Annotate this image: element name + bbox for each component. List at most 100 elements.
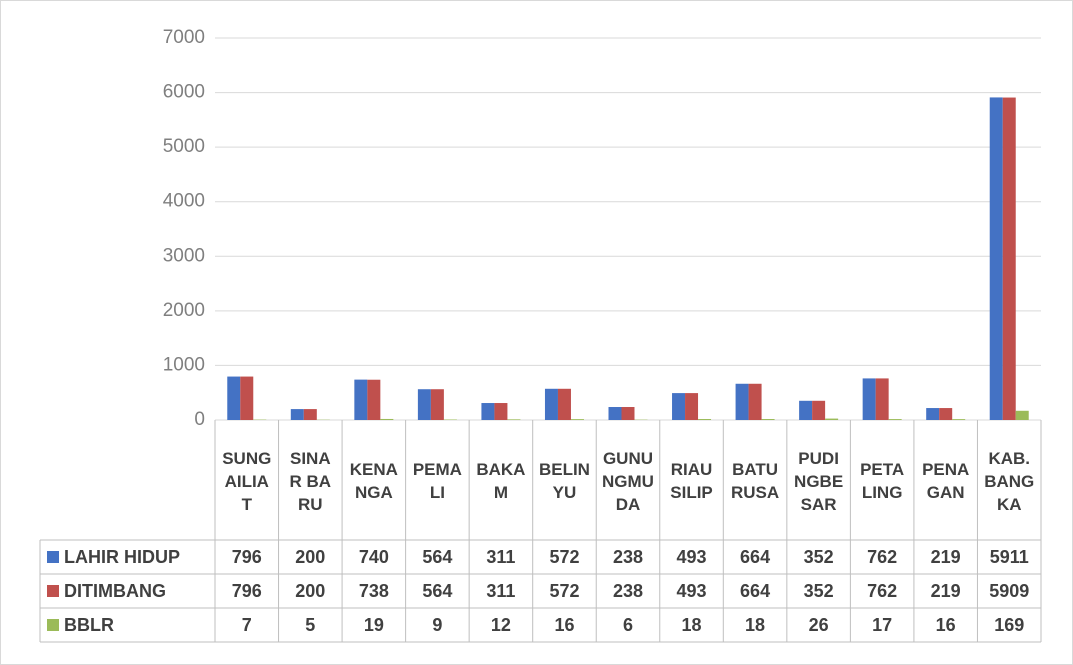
x-tick-label: PENAGAN: [920, 458, 972, 504]
table-value: 740: [359, 547, 389, 567]
table-value: 5909: [989, 581, 1029, 601]
y-tick-label: 2000: [163, 300, 205, 321]
y-tick-label: 0: [194, 409, 205, 430]
chart: 0 1000 2000 3000 4000 5000 6000 7000 SUNGAILIAT 7…: [0, 0, 1073, 665]
table-value: 738: [359, 581, 389, 601]
table-value: 311: [486, 547, 515, 567]
x-tick-label: BELINYU: [538, 458, 590, 504]
y-tick-label: 3000: [163, 245, 205, 266]
bar: [227, 377, 240, 420]
x-tick-label: KENANGA: [348, 458, 400, 504]
bar: [1003, 98, 1016, 420]
x-label-box: PENAGAN: [917, 422, 975, 540]
table-value: 493: [677, 547, 707, 567]
x-label-box: GUNUNGMUDA: [599, 422, 657, 540]
table-value: 564: [422, 547, 452, 567]
table-value: 796: [232, 547, 262, 567]
legend-swatch: [47, 619, 59, 631]
table-value: 796: [232, 581, 262, 601]
x-label-box: SUNGAILIAT: [218, 422, 276, 540]
bar: [876, 378, 889, 420]
x-label-box: PETALING: [853, 422, 911, 540]
table-value: 17: [872, 615, 892, 635]
x-label-box: BATURUSA: [726, 422, 784, 540]
table-value: 18: [745, 615, 765, 635]
bar: [418, 389, 431, 420]
bar: [507, 419, 520, 420]
table-value: 762: [867, 547, 897, 567]
bar: [571, 419, 584, 420]
legend-label: LAHIR HIDUP: [64, 547, 180, 567]
bar: [304, 409, 317, 420]
bar: [431, 389, 444, 420]
table-value: 6: [623, 615, 633, 635]
bar: [736, 384, 749, 420]
x-label-box: PUDINGBESAR: [790, 422, 848, 540]
table-value: 664: [740, 581, 770, 601]
table-value: 664: [740, 547, 770, 567]
x-label-box: BELINYU: [536, 422, 594, 540]
x-label-box: RIAUSILIP: [663, 422, 721, 540]
bar: [939, 408, 952, 420]
bar: [799, 401, 812, 420]
table-value: 16: [936, 615, 956, 635]
x-tick-label: BATURUSA: [729, 458, 781, 504]
table-value: 200: [295, 581, 325, 601]
table-value: 12: [491, 615, 511, 635]
x-tick-label: KAB. BANGKA: [983, 447, 1035, 516]
bar: [825, 419, 838, 420]
legend-swatch: [47, 585, 59, 597]
y-tick-label: 7000: [163, 27, 205, 48]
bar: [609, 407, 622, 420]
table-value: 5: [305, 615, 315, 635]
x-tick-label: BAKAM: [475, 458, 527, 504]
table-value: 238: [613, 581, 643, 601]
table-value: 18: [682, 615, 702, 635]
bar: [990, 97, 1003, 420]
bar: [926, 408, 939, 420]
table-value: 352: [804, 581, 834, 601]
bar: [863, 378, 876, 420]
y-tick-label: 5000: [163, 136, 205, 157]
x-tick-label: GUNUNGMUDA: [602, 447, 654, 516]
x-label-box: PEMALI: [409, 422, 467, 540]
bar: [749, 384, 762, 420]
bar: [367, 380, 380, 420]
table-value: 238: [613, 547, 643, 567]
y-tick-label: 6000: [163, 82, 205, 103]
table-value: 5911: [990, 547, 1029, 567]
table-value: 352: [804, 547, 834, 567]
bar: [698, 419, 711, 420]
bar: [291, 409, 304, 420]
x-label-box: BAKAM: [472, 422, 530, 540]
legend-label: DITIMBANG: [64, 581, 166, 601]
y-tick-label: 1000: [163, 354, 205, 375]
x-label-box: SINAR BARU: [282, 422, 340, 540]
table-value: 564: [422, 581, 452, 601]
bar: [494, 403, 507, 420]
bar: [812, 401, 825, 420]
y-tick-label: 4000: [163, 191, 205, 212]
bar: [354, 380, 367, 420]
x-tick-label: PUDINGBESAR: [793, 447, 845, 516]
table-value: 572: [549, 547, 579, 567]
table-value: 16: [554, 615, 574, 635]
table-value: 169: [994, 615, 1024, 635]
bar: [481, 403, 494, 420]
table-value: 311: [486, 581, 515, 601]
bar: [672, 393, 685, 420]
bar: [622, 407, 635, 420]
bar: [762, 419, 775, 420]
bar: [952, 419, 965, 420]
table-value: 19: [364, 615, 384, 635]
x-tick-label: RIAUSILIP: [666, 458, 718, 504]
bar: [889, 419, 902, 420]
bar: [558, 389, 571, 420]
table-value: 9: [432, 615, 442, 635]
bar: [240, 377, 253, 420]
x-tick-label: PEMALI: [411, 458, 463, 504]
legend-label: BBLR: [64, 615, 114, 635]
table-value: 493: [677, 581, 707, 601]
table-value: 7: [242, 615, 252, 635]
table-value: 572: [549, 581, 579, 601]
